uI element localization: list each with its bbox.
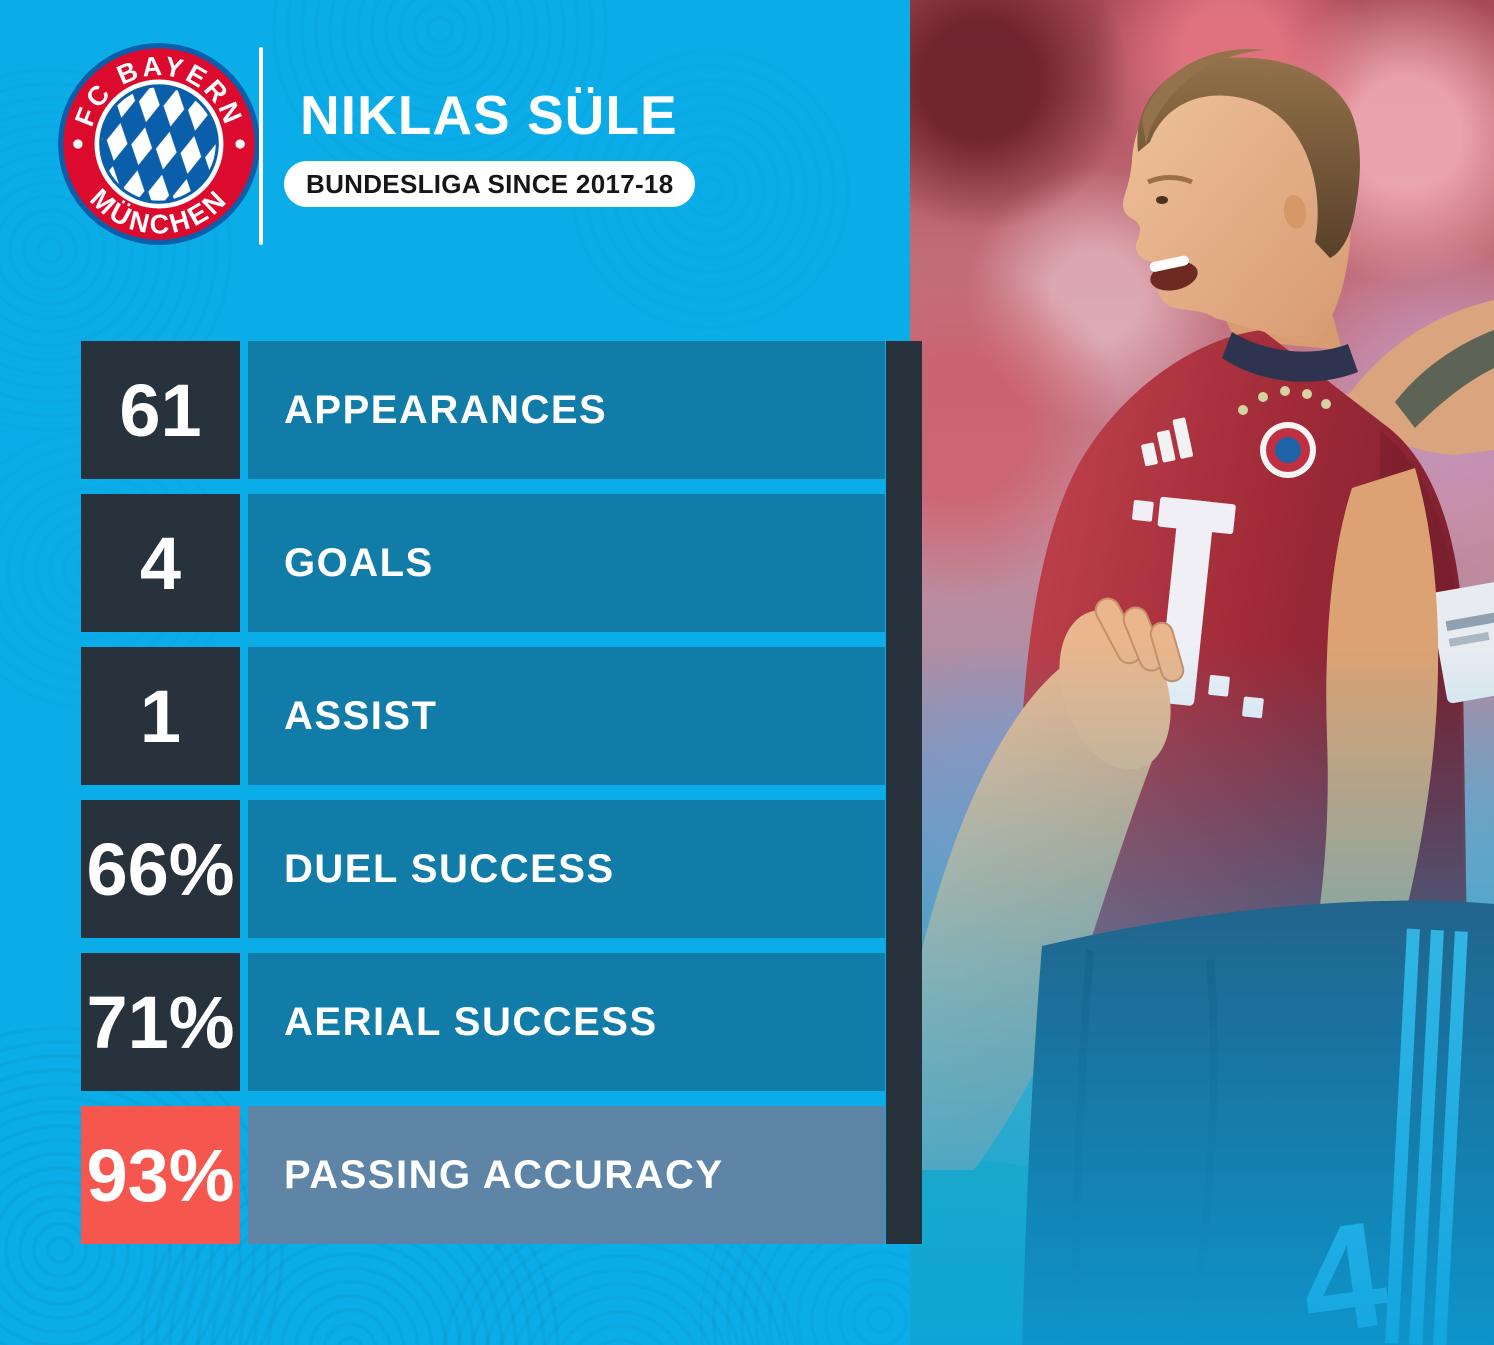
crest-lozenge-center bbox=[99, 84, 219, 204]
player-photo: 4 bbox=[910, 0, 1494, 1345]
fc-bayern-crest: FC BAYERN MÜNCHEN bbox=[58, 43, 260, 245]
player-name: NIKLAS SÜLE bbox=[300, 84, 678, 146]
stat-row-duel-success: 66% DUEL SUCCESS bbox=[81, 800, 885, 938]
header-divider bbox=[259, 47, 263, 245]
stat-value-box: 61 bbox=[81, 341, 240, 479]
stat-value-box: 66% bbox=[81, 800, 240, 938]
crest-dot-right bbox=[235, 139, 245, 149]
stat-label: PASSING ACCURACY bbox=[284, 1152, 724, 1197]
stat-label: AERIAL SUCCESS bbox=[284, 999, 658, 1044]
crest-dot-left bbox=[73, 139, 83, 149]
stat-label: ASSIST bbox=[284, 693, 438, 738]
stat-label: APPEARANCES bbox=[284, 387, 608, 432]
stat-row-goals: 4 GOALS bbox=[81, 494, 885, 632]
stat-row-passing-accuracy: 93% PASSING ACCURACY bbox=[81, 1106, 885, 1244]
photo-duotone-overlay bbox=[910, 0, 1494, 1345]
season-badge: BUNDESLIGA SINCE 2017-18 bbox=[284, 161, 696, 207]
stat-bar: GOALS bbox=[248, 494, 885, 632]
stat-row-assist: 1 ASSIST bbox=[81, 647, 885, 785]
stat-row-aerial-success: 71% AERIAL SUCCESS bbox=[81, 953, 885, 1091]
stat-label: GOALS bbox=[284, 540, 434, 585]
stats-edge-strip bbox=[886, 341, 922, 1244]
stat-row-appearances: 61 APPEARANCES bbox=[81, 341, 885, 479]
stat-bar: DUEL SUCCESS bbox=[248, 800, 885, 938]
stat-bar: AERIAL SUCCESS bbox=[248, 953, 885, 1091]
stat-value-box: 93% bbox=[81, 1106, 240, 1244]
stat-label: DUEL SUCCESS bbox=[284, 846, 615, 891]
stat-bar: PASSING ACCURACY bbox=[248, 1106, 885, 1244]
stat-value-box: 71% bbox=[81, 953, 240, 1091]
stat-value-box: 4 bbox=[81, 494, 240, 632]
stat-bar: ASSIST bbox=[248, 647, 885, 785]
stat-value-box: 1 bbox=[81, 647, 240, 785]
stat-bar: APPEARANCES bbox=[248, 341, 885, 479]
